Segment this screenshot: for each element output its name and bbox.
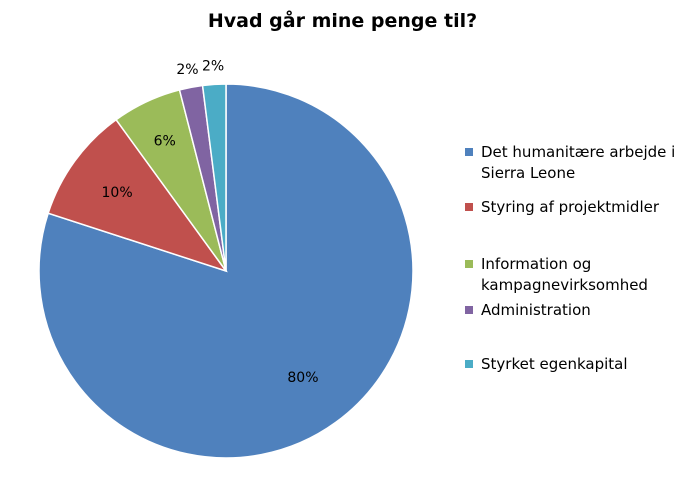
data-label: 2% [202,59,224,75]
pie-slice [47,118,228,273]
legend-item: Administration [465,300,591,321]
legend-swatch [465,306,473,314]
data-label: 2% [176,62,198,78]
legend-label: Det humanitære arbejde i Sierra Leone [481,143,676,182]
legend-item: Information og kampagnevirksomhed [465,254,680,296]
legend-item: Styrket egenkapital [465,354,628,375]
data-label: 80% [287,370,318,386]
legend-label: Information og kampagnevirksomhed [481,255,648,294]
chart-title: Hvad går mine penge til? [207,10,478,32]
legend-item: Det humanitære arbejde i Sierra Leone [465,142,680,184]
legend-label: Styrket egenkapital [481,355,628,373]
legend-swatch [465,148,473,156]
legend-swatch [465,360,473,368]
legend-label: Administration [481,301,591,319]
pie-slice [201,83,227,272]
legend-label: Styring af projektmidler [481,198,660,216]
legend-swatch [465,260,473,268]
data-label: 10% [102,185,133,201]
legend-item: Styring af projektmidler [465,197,659,218]
data-label: 6% [154,134,176,150]
legend-swatch [465,203,473,211]
